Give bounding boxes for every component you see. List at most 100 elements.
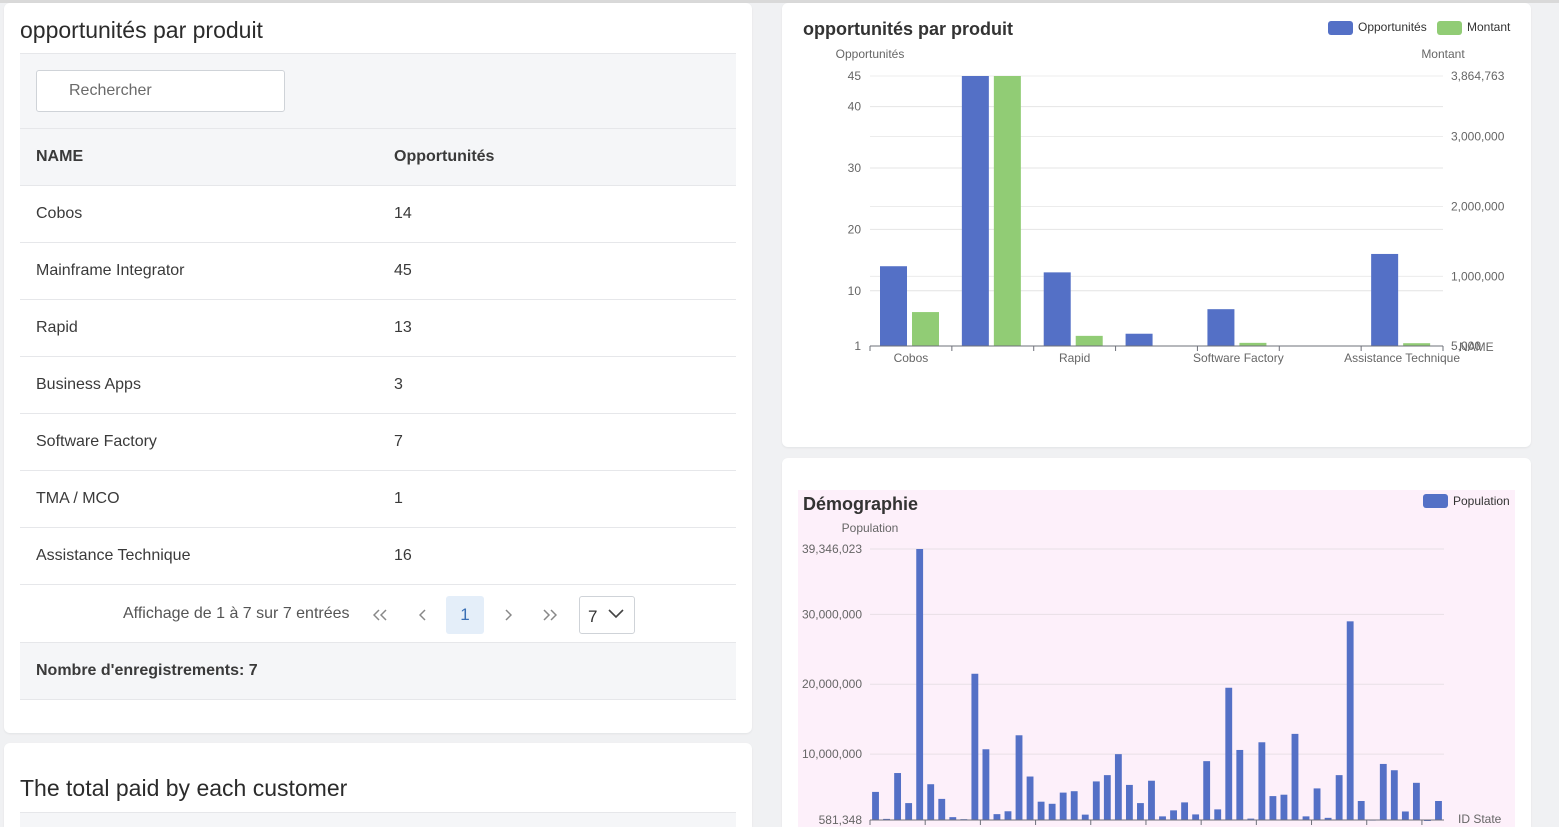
chart2-bar (1170, 810, 1177, 820)
page-size-select[interactable]: 7 (579, 596, 635, 634)
cell-value: 1 (394, 490, 403, 507)
chart2-bar (1103, 775, 1111, 820)
chevron-right-icon (505, 609, 512, 621)
chart1-bar-opportunites (1043, 272, 1071, 346)
chart1-y-left-tick: 30 (848, 161, 862, 175)
chart1-bar-opportunites (1207, 309, 1235, 346)
chart2-bar (894, 773, 902, 820)
column-header-opportunites[interactable]: Opportunités (394, 148, 495, 165)
chart1-y-right-tick: 2,000,000 (1451, 199, 1505, 213)
table-header: NAME Opportunités (20, 129, 736, 186)
chart1-y-left-label: Opportunités (836, 47, 905, 61)
first-page-button[interactable] (365, 597, 395, 633)
chart2-x-axis-name: ID State (1458, 812, 1502, 826)
table-row[interactable]: Cobos 14 (20, 186, 736, 243)
chart2-bar (1236, 749, 1244, 820)
table-row[interactable]: TMA / MCO 1 (20, 471, 736, 528)
legend-opportunites-label: Opportunités (1358, 20, 1427, 34)
page-1-button[interactable]: 1 (446, 596, 484, 634)
table-row[interactable]: Business Apps 3 (20, 357, 736, 414)
chart1-bar-opportunites (880, 266, 907, 346)
chart2-canvas: 581,348 10,000,000 20,000,000 30,000,000 39,… (802, 494, 1510, 827)
record-count: Nombre d'enregistrements: 7 (20, 643, 736, 700)
opportunities-chart-card: opportunités par produit Opportunités Mon… (782, 3, 1531, 447)
last-page-button[interactable] (535, 597, 565, 633)
cell-value: 13 (394, 319, 412, 336)
chevron-down-icon (608, 609, 624, 619)
chart2-bar (883, 818, 890, 820)
chart2-bar (1203, 761, 1211, 820)
chart2-bar (938, 798, 946, 820)
chart2-bar (1192, 814, 1200, 820)
search-input[interactable] (36, 70, 285, 112)
chart2-bar (1114, 754, 1122, 820)
chart2-bar (1092, 781, 1100, 820)
cell-value: 3 (394, 376, 403, 393)
cell-name: Mainframe Integrator (36, 262, 185, 279)
chart2-bar (1081, 814, 1089, 820)
chart1-y-right-tick: 3,000,000 (1451, 129, 1505, 143)
table-row[interactable]: Rapid 13 (20, 300, 736, 357)
chart1-bar-opportunites (1371, 253, 1399, 346)
chart2-bar (1004, 811, 1012, 820)
chart2-bar (927, 784, 935, 820)
column-header-name[interactable]: NAME (36, 148, 84, 165)
chart2-bar (971, 673, 979, 820)
chart1-x-tick-label: Rapid (1059, 351, 1090, 365)
chart1-y-left-tick: 40 (848, 100, 862, 114)
chart2-bar (1148, 780, 1155, 820)
search-bar (20, 53, 736, 129)
chart2-y-tick: 10,000,000 (802, 747, 862, 761)
chart1-bar-montant (912, 312, 939, 346)
next-page-button[interactable] (493, 597, 523, 633)
double-chevron-right-icon (543, 609, 557, 621)
chart1-x-tick-label: Software Factory (1193, 351, 1284, 365)
chart1-x-tick-label: Cobos (894, 351, 929, 365)
double-chevron-left-icon (373, 609, 387, 621)
table-row[interactable]: Software Factory 7 (20, 414, 736, 471)
chart1-y-right-tick: 1,000,000 (1451, 269, 1505, 283)
table-row[interactable]: Assistance Technique 16 (20, 528, 736, 585)
chart2-bar (1435, 800, 1442, 820)
table-row[interactable]: Mainframe Integrator 45 (20, 243, 736, 300)
chart2-bar (1214, 809, 1222, 820)
legend-population-label: Population (1453, 494, 1510, 508)
chart2-bar (1137, 803, 1144, 820)
cell-value: 14 (394, 205, 412, 222)
chart1-y-right-tick: 3,864,763 (1451, 69, 1505, 83)
demographics-chart-card: Démographie 581,348 10,000,000 20,000,000 3… (782, 458, 1531, 827)
prev-page-button[interactable] (408, 597, 438, 633)
chart1-bar-montant (1239, 342, 1267, 346)
chart2-bar (1159, 816, 1166, 820)
chart2-bar (1401, 811, 1409, 820)
chart1-bar-montant (1075, 335, 1103, 346)
cell-name: Cobos (36, 205, 83, 222)
cell-name: Business Apps (36, 376, 141, 393)
top-border (0, 0, 1559, 3)
chart1-y-right-label: Montant (1421, 47, 1465, 61)
chart2-bar (872, 791, 879, 820)
chart1-bar-montant (1403, 343, 1431, 346)
cell-name: Rapid (36, 319, 78, 336)
legend-montant-label: Montant (1467, 20, 1511, 34)
legend-opportunites-swatch (1328, 21, 1353, 35)
chart2-bar (905, 803, 913, 820)
legend-montant-swatch (1437, 21, 1462, 35)
chart2-bar (1324, 817, 1332, 820)
chart2-bar (1269, 796, 1277, 820)
opportunities-table-card: opportunités par produit NAME Opportunit… (4, 3, 752, 733)
chart2-bar (1280, 794, 1288, 820)
chart2-bar (1346, 621, 1354, 820)
chart1-x-axis-name: NAME (1459, 340, 1494, 354)
cell-value: 16 (394, 547, 412, 564)
cell-name: Software Factory (36, 433, 157, 450)
chart2-y-tick: 581,348 (819, 813, 863, 827)
table-card-title: opportunités par produit (20, 17, 263, 43)
chart2-bar (993, 814, 1001, 820)
chart2-bar (1291, 733, 1299, 820)
chart2-bar (1302, 816, 1310, 820)
total-table-top (20, 812, 736, 827)
chart2-bar (1026, 776, 1034, 820)
chart1-y-left-tick: 45 (848, 69, 862, 83)
chart2-bar (1181, 802, 1189, 820)
